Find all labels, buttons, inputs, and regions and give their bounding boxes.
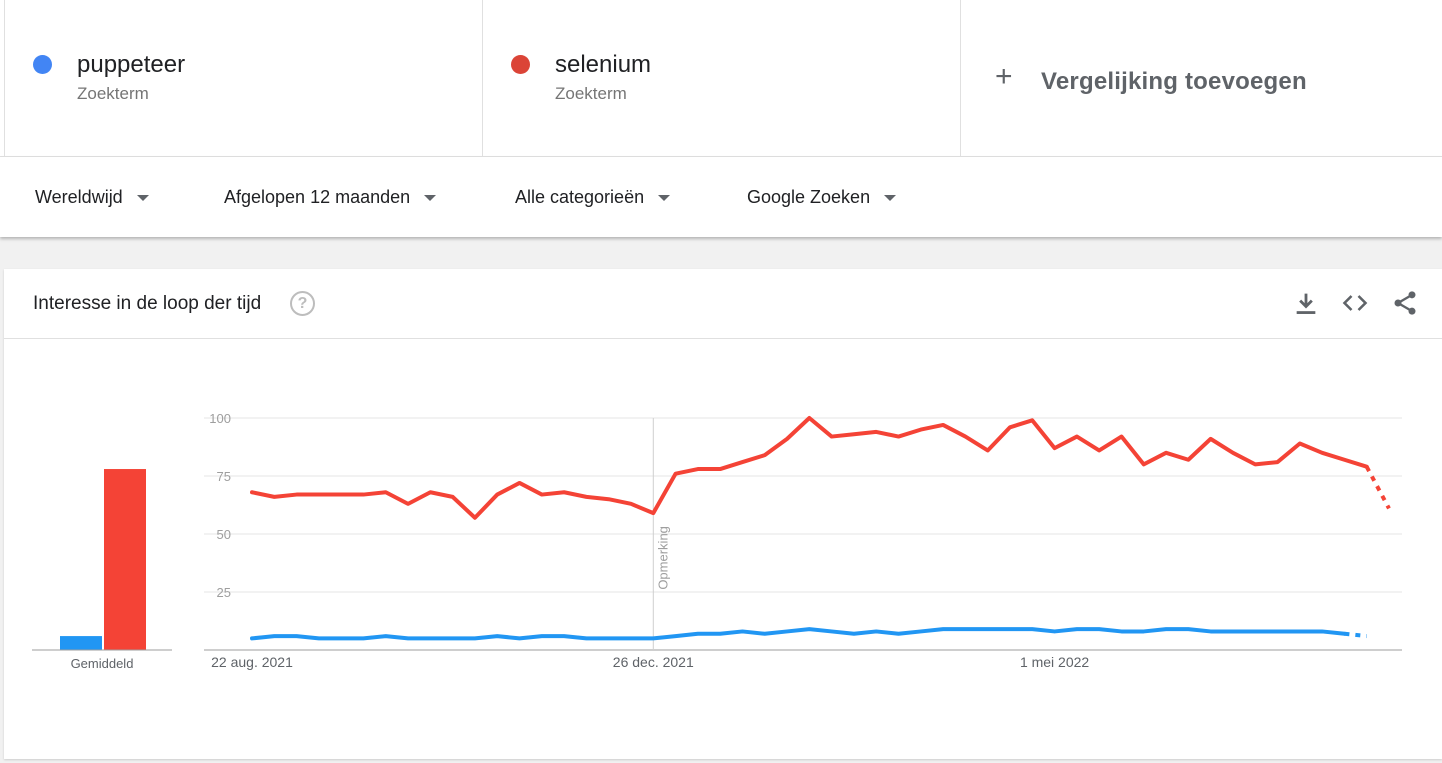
term-name[interactable]: selenium: [555, 51, 652, 78]
term-name[interactable]: puppeteer: [77, 51, 186, 78]
series-partial-segment-selenium: [1364, 465, 1391, 510]
term-color-dot: [511, 55, 530, 74]
filter-label: Google Zoeken: [747, 187, 871, 207]
card-title: Interesse in de loop der tijd: [33, 293, 262, 314]
series-partial-segment-puppeteer: [1344, 631, 1367, 639]
term-kind: Zoekterm: [77, 84, 149, 103]
interest-over-time-card: Interesse in de loop der tijd ? Gemiddel…: [4, 269, 1442, 759]
term-color-dot: [33, 55, 52, 74]
y-tick-label: 100: [209, 411, 231, 426]
search-terms-bar: puppeteer Zoekterm selenium Zoekterm + V…: [0, 0, 1442, 157]
term-card-selenium[interactable]: selenium Zoekterm: [482, 0, 960, 156]
caret-down-icon: [136, 194, 149, 201]
filter-label: Afgelopen 12 maanden: [224, 187, 411, 207]
filter-category-dropdown[interactable]: Alle categorieën: [515, 187, 671, 208]
filter-region-dropdown[interactable]: Wereldwijd: [35, 187, 149, 208]
x-tick-label: 22 aug. 2021: [211, 654, 293, 670]
filter-label: Wereldwijd: [35, 187, 123, 207]
average-bar-chart: Gemiddeld: [32, 469, 172, 671]
caret-down-icon: [884, 194, 897, 201]
y-tick-label: 50: [217, 527, 231, 542]
y-tick-label: 75: [217, 469, 231, 484]
share-icon[interactable]: [1391, 289, 1419, 317]
series-line-puppeteer: [250, 627, 1347, 641]
filter-search-type-dropdown[interactable]: Google Zoeken: [747, 187, 897, 208]
filter-label: Alle categorieën: [515, 187, 645, 207]
add-comparison-button[interactable]: + Vergelijking toevoegen: [960, 0, 1442, 156]
average-bar-selenium: [104, 469, 146, 650]
caret-down-icon: [658, 194, 671, 201]
y-tick-label: 25: [217, 585, 231, 600]
series-line-selenium: [250, 416, 1369, 520]
embed-icon[interactable]: [1341, 289, 1369, 317]
average-bar-puppeteer: [60, 636, 102, 650]
interest-line-chart: 100 75 50 25 Opmerking 22 aug. 2021 26 dec. 20…: [204, 411, 1402, 670]
filter-time-range-dropdown[interactable]: Afgelopen 12 maanden: [224, 187, 437, 208]
help-icon[interactable]: ?: [290, 291, 315, 316]
add-comparison-label: Vergelijking toevoegen: [1041, 68, 1307, 95]
download-icon[interactable]: [1292, 289, 1320, 317]
plus-icon: +: [995, 60, 1013, 93]
term-kind: Zoekterm: [555, 84, 627, 103]
x-tick-label: 1 mei 2022: [1020, 654, 1089, 670]
x-tick-label: 26 dec. 2021: [613, 654, 694, 670]
caret-down-icon: [424, 194, 437, 201]
term-card-puppeteer[interactable]: puppeteer Zoekterm: [4, 0, 482, 156]
annotation-label: Opmerking: [655, 526, 670, 590]
filters-bar: Wereldwijd Afgelopen 12 maanden Alle cat…: [0, 157, 1442, 237]
card-header: Interesse in de loop der tijd ?: [4, 269, 1442, 339]
average-label: Gemiddeld: [71, 656, 134, 671]
